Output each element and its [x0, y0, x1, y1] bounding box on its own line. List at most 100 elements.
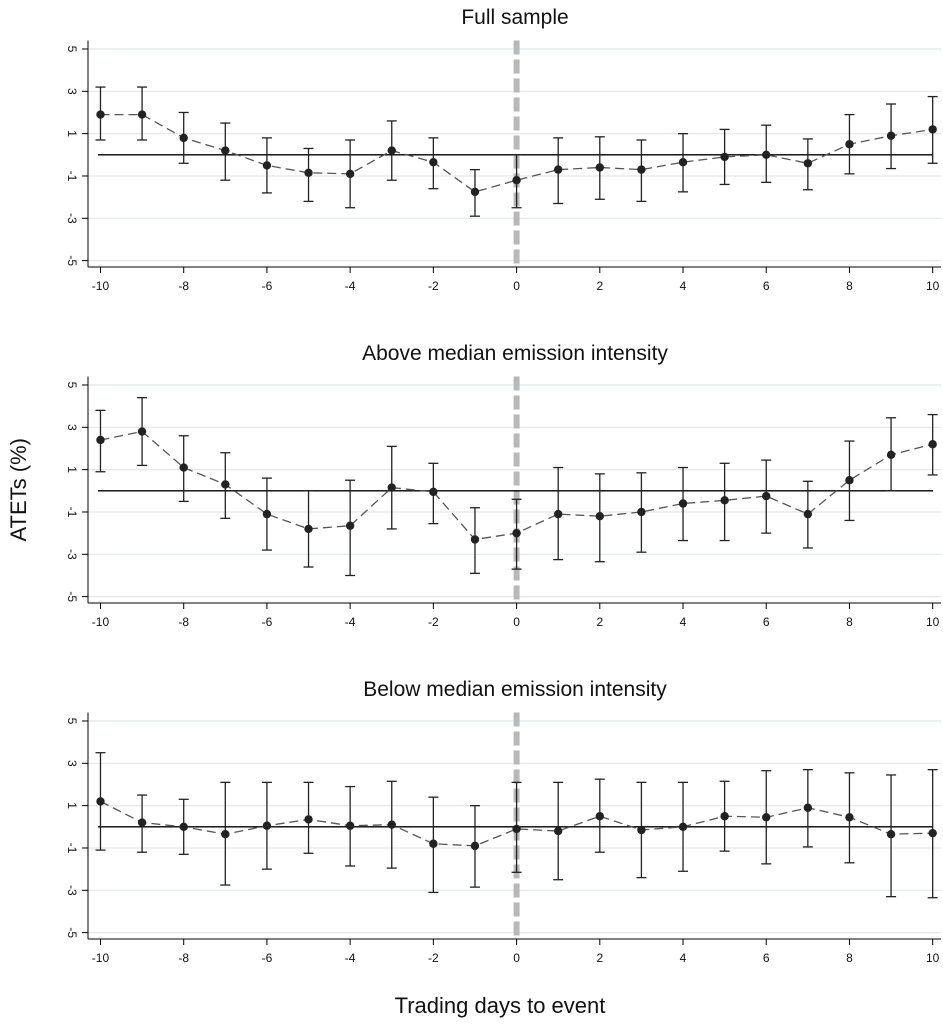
point — [762, 813, 771, 822]
point — [678, 499, 688, 508]
point — [387, 820, 396, 829]
x-tick-label: -4 — [345, 615, 356, 629]
chart-title: Full sample — [461, 6, 568, 29]
point — [637, 507, 646, 517]
y-tick-label: -1 — [65, 171, 79, 182]
x-tick-label: 2 — [596, 951, 603, 965]
y-tick-label: -3 — [65, 549, 79, 560]
x-tick-label: 4 — [680, 951, 687, 965]
point — [179, 822, 188, 832]
point — [470, 841, 480, 851]
y-tick-label: 5 — [65, 382, 79, 389]
y-tick-label: 1 — [65, 130, 79, 137]
x-tick-label: -4 — [345, 951, 356, 965]
point — [179, 133, 188, 143]
x-tick-label: -10 — [92, 279, 110, 293]
point — [470, 535, 480, 544]
y-axis-label: ATETs (%) — [6, 438, 31, 541]
y-tick-label: -3 — [65, 885, 79, 896]
y-tick-label: 1 — [65, 802, 79, 809]
point — [845, 476, 854, 485]
point — [512, 528, 521, 538]
x-tick-label: -2 — [428, 279, 439, 293]
point — [803, 159, 813, 168]
x-tick-label: 0 — [513, 279, 520, 293]
point — [470, 187, 480, 197]
point — [137, 427, 147, 436]
x-tick-label: 6 — [763, 951, 770, 965]
x-tick-label: 0 — [513, 951, 520, 965]
point — [803, 803, 813, 812]
y-tick-label: 5 — [65, 718, 79, 725]
x-tick-label: 10 — [926, 951, 940, 965]
point — [553, 826, 563, 836]
chart-title: Below median emission intensity — [363, 678, 667, 701]
point — [179, 463, 188, 472]
x-tick-label: 8 — [846, 951, 853, 965]
point — [845, 813, 854, 822]
point — [96, 110, 105, 119]
point — [345, 169, 355, 179]
point — [553, 165, 563, 174]
x-tick-label: 10 — [926, 279, 940, 293]
point — [221, 146, 230, 155]
point — [221, 830, 230, 839]
point — [803, 509, 813, 519]
x-tick-label: 6 — [763, 279, 770, 293]
point — [928, 125, 937, 134]
point — [137, 110, 147, 119]
point — [886, 830, 896, 839]
y-tick-label: 5 — [65, 46, 79, 53]
point — [678, 822, 688, 832]
point — [928, 828, 937, 838]
x-tick-label: -8 — [178, 279, 189, 293]
point — [429, 487, 438, 497]
point — [762, 150, 771, 160]
y-tick-label: 3 — [65, 424, 79, 431]
point — [429, 839, 438, 848]
point — [387, 146, 396, 155]
x-tick-label: 2 — [596, 279, 603, 293]
y-tick-label: -5 — [65, 927, 79, 938]
y-tick-label: -5 — [65, 255, 79, 266]
point — [512, 824, 521, 834]
point — [304, 524, 313, 534]
x-tick-label: -2 — [428, 951, 439, 965]
x-tick-label: 8 — [846, 279, 853, 293]
x-tick-label: -10 — [92, 615, 110, 629]
x-tick-label: -2 — [428, 615, 439, 629]
point — [345, 821, 355, 830]
point — [137, 818, 147, 827]
point — [387, 483, 396, 492]
point — [262, 821, 272, 830]
x-tick-label: 4 — [680, 279, 687, 293]
point — [720, 152, 729, 162]
x-tick-label: 0 — [513, 615, 520, 629]
x-tick-label: -8 — [178, 615, 189, 629]
chart-title: Above median emission intensity — [362, 342, 668, 365]
x-tick-label: -8 — [178, 951, 189, 965]
x-tick-label: 4 — [680, 615, 687, 629]
point — [637, 165, 646, 174]
x-tick-label: -6 — [262, 615, 273, 629]
x-tick-label: 8 — [846, 615, 853, 629]
point — [512, 176, 521, 185]
x-tick-label: -10 — [92, 951, 110, 965]
y-tick-label: -5 — [65, 591, 79, 602]
point — [886, 131, 896, 140]
y-tick-label: 3 — [65, 88, 79, 95]
point — [595, 512, 604, 521]
point — [96, 435, 105, 445]
point — [678, 158, 688, 167]
x-tick-label: -6 — [262, 279, 273, 293]
point — [637, 825, 646, 835]
x-axis-label: Trading days to event — [395, 993, 606, 1018]
point — [595, 163, 604, 172]
y-tick-label: -1 — [65, 507, 79, 518]
point — [262, 509, 272, 519]
point — [720, 812, 729, 821]
point — [345, 521, 355, 530]
y-tick-label: 3 — [65, 760, 79, 767]
point — [96, 797, 105, 806]
